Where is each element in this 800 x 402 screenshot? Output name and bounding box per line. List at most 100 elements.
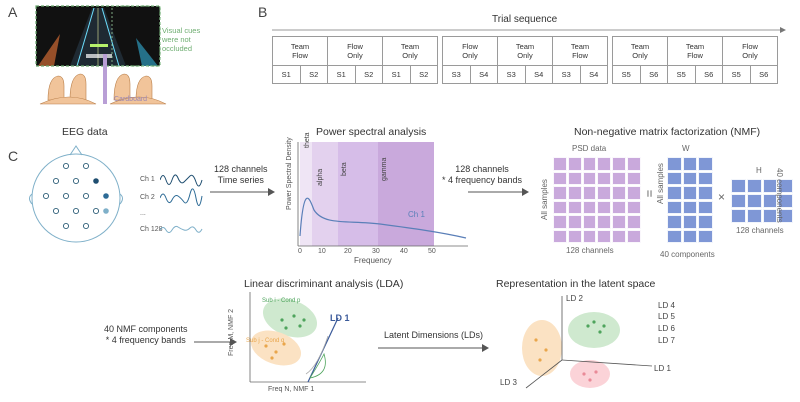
w-components-label: 40 components (660, 250, 715, 259)
eeg-waveforms (160, 174, 203, 233)
arrow-to-lda (194, 338, 237, 346)
matrix-cell (597, 186, 612, 200)
psd-series-label: Ch 1 (408, 210, 425, 219)
matrix-cell (612, 157, 627, 171)
class1-ellipse (262, 298, 318, 338)
matrix-cell (762, 194, 778, 208)
condition-cell: Flow Only (327, 36, 383, 66)
psd-ylabel: Power Spectral Density (286, 137, 293, 210)
matrix-cell (612, 229, 627, 243)
matrix-cell (597, 229, 612, 243)
session-cell: S3 (552, 65, 581, 84)
channel-label: Ch 2 (140, 194, 155, 201)
condition-row: Team Flow Flow Only Team Only Flow Only … (272, 36, 778, 66)
matrix-cell (667, 229, 682, 243)
class2-ellipse (250, 330, 302, 366)
class2-label: Sub j - Cond q (246, 338, 285, 344)
panel-c-letter: C (8, 148, 19, 164)
matrix-cell (612, 186, 627, 200)
latent-ld4-label: LD 4 (658, 301, 675, 310)
latent-cluster-pink (570, 360, 610, 388)
h-components-label: 40 components (775, 168, 784, 223)
matrix-cell (582, 215, 597, 229)
matrix-cell (553, 200, 567, 214)
matrix-cell (597, 215, 612, 229)
beta-band (338, 142, 378, 246)
psd-arrow-label: 128 channels * 4 frequency bands (442, 164, 523, 185)
psd-tick: 30 (372, 248, 380, 255)
beta-label: beta (341, 162, 348, 176)
latent-cluster-green (568, 312, 620, 348)
psd-all-samples-label: All samples (540, 179, 549, 220)
latent-ld3-label: LD 3 (500, 378, 517, 387)
channel-label: Ch 1 (140, 176, 155, 183)
matrix-cell (627, 171, 641, 185)
visual-cues-note: Visual cues were not occluded (162, 26, 201, 53)
latent-ld2-label: LD 2 (566, 294, 583, 303)
matrix-cell (627, 157, 641, 171)
psd-xlabel: Frequency (354, 256, 392, 265)
psd-title: Power spectral analysis (316, 126, 427, 138)
matrix-cell (567, 186, 582, 200)
matrix-cell (682, 171, 698, 185)
matrix-cell (698, 200, 713, 214)
matrix-cell (667, 200, 682, 214)
lda-input-label: 40 NMF components * 4 frequency bands (104, 324, 188, 345)
psd-data-matrix (552, 156, 642, 244)
matrix-cell (627, 186, 641, 200)
matrix-cell (682, 229, 698, 243)
psd-channels-label: 128 channels (566, 246, 614, 255)
panel-b-letter: B (258, 4, 268, 20)
psd-data-label: PSD data (572, 144, 607, 153)
session-cell: S1 (272, 65, 301, 84)
eeg-head-diagram (29, 145, 123, 243)
matrix-cell (667, 157, 682, 171)
matrix-cell (582, 200, 597, 214)
theta-label: theta (304, 132, 311, 148)
matrix-cell (731, 179, 746, 193)
condition-cell: Flow Only (442, 36, 498, 66)
session-cell: S3 (442, 65, 471, 84)
matrix-cell (698, 229, 713, 243)
matrix-cell (682, 200, 698, 214)
matrix-cell (597, 171, 612, 185)
psd-tick: 50 (428, 248, 436, 255)
condition-cell: Team Only (497, 36, 553, 66)
matrix-cell (698, 157, 713, 171)
matrix-cell (667, 171, 682, 185)
lda-ylabel: Freq M, NMF 2 (228, 308, 235, 356)
matrix-cell (567, 171, 582, 185)
psd-plot (297, 142, 468, 247)
channel-label: ... (140, 210, 146, 217)
latent-cluster-orange (522, 320, 562, 376)
w-label: W (682, 144, 690, 153)
h-label: H (756, 166, 762, 175)
gamma-band (378, 142, 434, 246)
matrix-cell (746, 194, 762, 208)
psd-curve (299, 197, 467, 239)
eeg-arrow-label: 128 channels Time series (214, 164, 268, 185)
latent-space-plot (522, 296, 653, 389)
lds-arrow-label: Latent Dimensions (LDs) (384, 330, 484, 340)
session-cell: S5 (722, 65, 751, 84)
matrix-cell (698, 186, 713, 200)
trial-sequence-table: Team Flow Flow Only Team Only Flow Only … (272, 36, 778, 84)
lda-xlabel: Freq N, NMF 1 (268, 386, 315, 393)
session-cell: S3 (497, 65, 526, 84)
matrix-cell (667, 215, 682, 229)
matrix-cell (627, 215, 641, 229)
matrix-cell (627, 229, 641, 243)
session-cell: S6 (749, 65, 778, 84)
theta-band (300, 142, 312, 246)
latent-ld6-label: LD 6 (658, 324, 675, 333)
session-row: S1 S2 S1 S2 S1 S2 S3 S4 S3 S4 S3 S4 S5 S… (272, 65, 778, 84)
matrix-cell (778, 194, 793, 208)
session-cell: S5 (667, 65, 696, 84)
h-channels-label: 128 channels (736, 226, 784, 235)
condition-cell: Team Flow (272, 36, 328, 66)
matrix-cell (567, 157, 582, 171)
matrix-cell (746, 209, 762, 223)
matrix-cell (582, 171, 597, 185)
latent-ld7-label: LD 7 (658, 336, 675, 345)
matrix-cell (553, 186, 567, 200)
